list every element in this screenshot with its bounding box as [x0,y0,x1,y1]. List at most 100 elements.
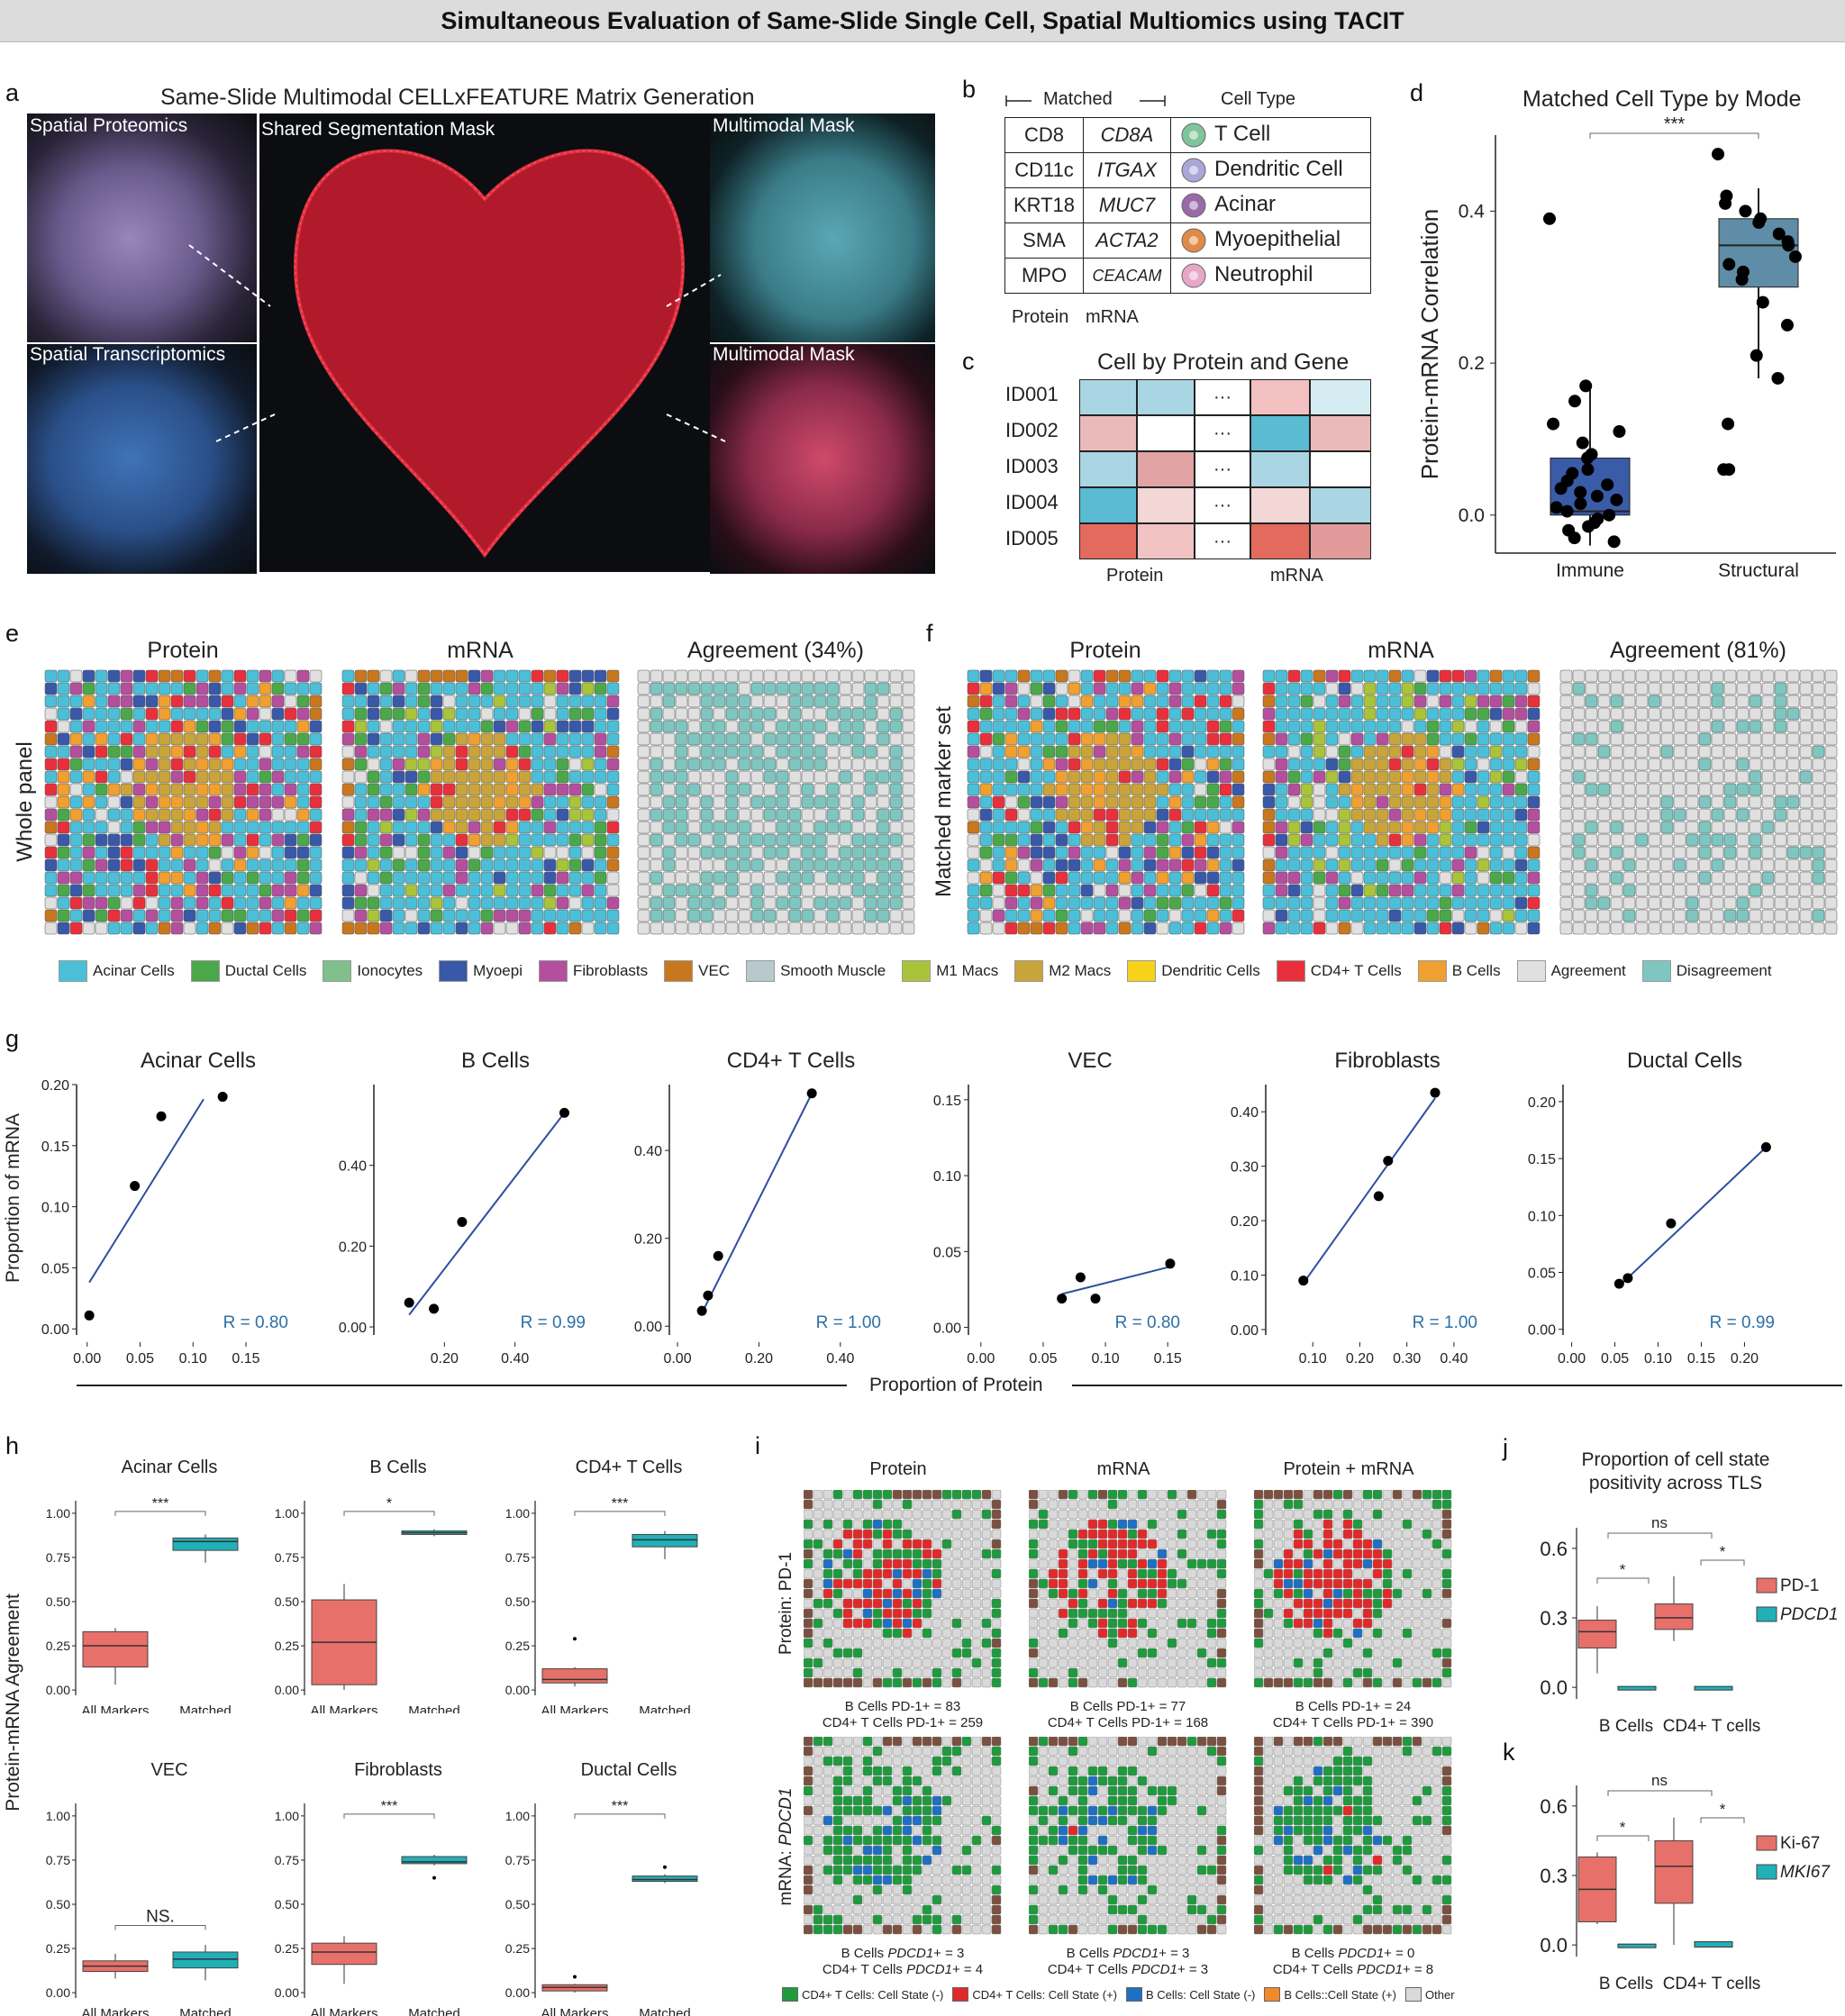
map-cell [297,771,309,783]
map-cell [1326,922,1338,934]
map-cell [814,897,826,909]
map-cell [1649,822,1660,833]
map-cell [1144,683,1156,695]
map-cell [1440,822,1451,833]
d-point [1561,505,1574,518]
map-cell [70,922,82,934]
tls-cell [922,1776,932,1785]
map-cell [1207,733,1219,745]
tls-cell [1197,1510,1206,1519]
map-cell [481,733,493,745]
tls-cell [1274,1619,1283,1628]
panel-a-arrows [0,0,937,577]
map-cell [45,721,57,732]
tls-cell [982,1629,991,1638]
tls-cell [1343,1559,1352,1568]
map-cell [814,834,826,846]
tls-cell [1373,1668,1382,1677]
map-cell [405,708,417,720]
map-cell [1326,670,1338,682]
map-cell [1661,847,1673,858]
map-cell [1825,708,1837,720]
map-cell [1800,872,1812,884]
tls-cell [1207,1678,1216,1687]
map-cell [368,822,379,833]
map-cell [1094,733,1105,745]
map-cell [1712,670,1723,682]
map-cell [1586,834,1597,846]
map-cell [557,885,568,896]
scatter-point [697,1306,707,1316]
map-cell [814,922,826,934]
map-cell [184,872,195,884]
map-cell [1182,922,1194,934]
tls-cell [903,1530,912,1539]
tls-cell [873,1639,882,1648]
tls-cell [873,1559,882,1568]
scatter-xtick-label: 0.20 [1346,1351,1374,1367]
map-cell [827,758,839,770]
tls-cell [843,1559,852,1568]
map-cell [58,885,69,896]
tls-cell [942,1895,951,1904]
map-cell [877,897,889,909]
tls-cell [853,1796,862,1805]
map-cell [726,872,738,884]
tls-cell [1274,1579,1283,1588]
map-cell [1573,847,1585,858]
map-cell [83,733,95,745]
tls-cell [913,1569,922,1578]
d-point [1782,239,1795,251]
tls-cell [1353,1668,1362,1677]
tls-cell [1148,1490,1157,1499]
tls-cell [863,1648,872,1657]
map-cell [95,809,107,821]
map-cell [184,910,195,922]
scatter-title: Acinar Cells [63,1049,333,1074]
map-cell [1144,708,1156,720]
tls-cell [1294,1539,1303,1548]
h-xtick-label: All Markers [81,2006,149,2016]
tls-cell [1284,1658,1293,1667]
tls-cell [1373,1599,1382,1608]
map-cell [1182,910,1194,922]
map-cell [650,859,662,871]
map-cell [726,683,738,695]
map-cell [713,721,725,732]
tls-cell [932,1559,941,1568]
map-cell [222,859,233,871]
tls-cell [813,1866,823,1875]
map-cell [209,758,221,770]
tls-cell [942,1766,951,1775]
map-cell [1465,683,1477,695]
tls-cell [843,1925,852,1934]
tls-cell [962,1539,971,1548]
map-cell [532,834,543,846]
tls-cell [1168,1500,1177,1509]
tls-cell [1168,1668,1177,1677]
map-cell [789,670,801,682]
map-cell [1465,910,1477,922]
tls-cell [823,1826,832,1835]
map-cell [1750,758,1761,770]
map-cell [1611,695,1622,707]
tls-cell [1432,1579,1441,1588]
tls-cell [1039,1668,1048,1677]
map-cell [1674,922,1686,934]
map-cell [1515,771,1527,783]
map-cell [1750,708,1761,720]
map-cell [468,784,480,795]
tls-cell [823,1658,832,1667]
map-cell [865,872,877,884]
map-cell [1364,885,1376,896]
h-ytick-label: 0.25 [46,1941,70,1956]
scatter-title: VEC [955,1049,1225,1074]
map-cell [993,822,1004,833]
tls-cell [1039,1766,1048,1775]
map-cell [650,822,662,833]
tls-cell [962,1589,971,1598]
tls-cell [1442,1668,1451,1677]
tls-cell [1353,1609,1362,1618]
tls-cell [883,1589,892,1598]
